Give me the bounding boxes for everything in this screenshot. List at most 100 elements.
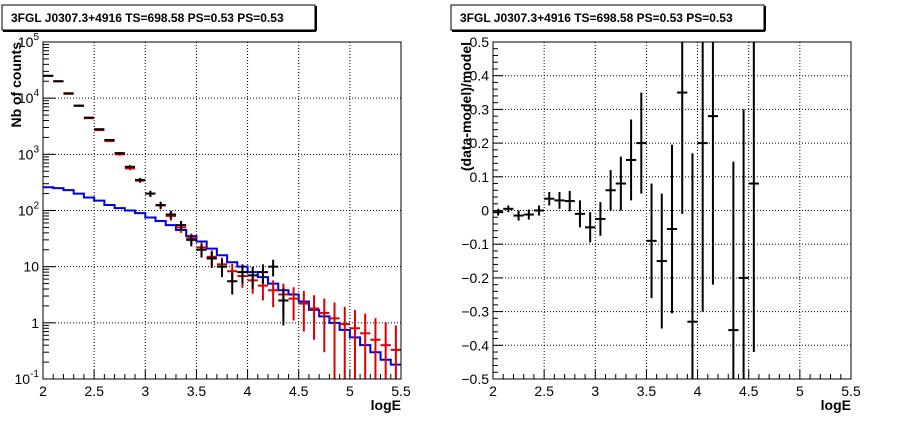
residual-title-box: 3FGL J0307.3+4916 TS=698.58 PS=0.53 PS=0… <box>450 4 766 32</box>
model-point <box>319 298 330 353</box>
model-point <box>339 306 350 379</box>
data-point <box>196 243 207 258</box>
residual-point <box>738 109 749 379</box>
series-background <box>43 186 401 366</box>
y-tick-label: 10 <box>23 259 39 275</box>
y-tick-label: −0.3 <box>461 304 489 320</box>
data-point <box>257 264 269 284</box>
background-step-line <box>43 186 401 366</box>
residual-chart-title: 3FGL J0307.3+4916 TS=698.58 PS=0.53 PS=0… <box>460 11 733 25</box>
y-tick-label: 0.5 <box>470 34 490 50</box>
y-tick-label: 102 <box>18 201 40 219</box>
residual-point <box>697 42 708 312</box>
counts-plot-frame <box>42 41 402 380</box>
residual-point <box>615 156 626 211</box>
residual-point <box>707 42 719 285</box>
data-point <box>227 272 238 295</box>
residual-point <box>544 191 555 206</box>
x-tick-label: 5 <box>346 383 354 399</box>
x-tick-label: 2 <box>39 383 47 399</box>
x-tick-label: 5.5 <box>841 383 861 399</box>
y-tick-label: 105 <box>18 32 40 50</box>
x-tick-label: 3.5 <box>187 383 207 399</box>
model-point <box>349 309 361 379</box>
residual-x-ticks: 2 2.5 3 3.5 4 4.5 5 5.5 <box>489 370 861 399</box>
data-point <box>73 104 84 107</box>
y-tick-label: 0.3 <box>470 101 490 117</box>
data-point <box>155 201 166 209</box>
residual-point <box>666 144 678 314</box>
residual-point <box>493 208 504 216</box>
model-point <box>329 302 340 379</box>
residual-point <box>574 200 586 228</box>
x-tick-label: 3 <box>141 383 149 399</box>
x-tick-label: 4 <box>244 383 252 399</box>
counts-y-axis-label: Nb of counts <box>8 42 24 128</box>
model-point <box>360 313 371 379</box>
model-point <box>370 318 381 379</box>
counts-chart-title: 3FGL J0307.3+4916 TS=698.58 PS=0.53 PS=0… <box>11 11 284 25</box>
residual-point <box>646 183 657 299</box>
y-tick-label: 0.4 <box>470 68 490 84</box>
residual-point <box>677 42 688 214</box>
residual-point <box>564 190 575 212</box>
data-point <box>114 151 125 155</box>
data-point <box>63 92 74 95</box>
residual-point <box>625 119 637 201</box>
y-tick-label: 1 <box>31 315 39 331</box>
counts-x-axis-label: logE <box>371 397 401 413</box>
data-point <box>94 128 105 131</box>
data-point <box>175 221 187 230</box>
data-point <box>53 80 64 83</box>
x-tick-label: 3.5 <box>637 383 657 399</box>
model-point <box>308 295 320 340</box>
data-point <box>247 266 258 290</box>
x-tick-label: 4.5 <box>739 383 759 399</box>
counts-panel: 3FGL J0307.3+4916 TS=698.58 PS=0.53 PS=0… <box>1 4 411 413</box>
residual-x-axis-label: logE <box>821 397 851 413</box>
data-point <box>135 177 146 183</box>
x-tick-label: 3 <box>591 383 599 399</box>
data-point <box>186 234 197 247</box>
data-point <box>237 264 248 284</box>
series-data <box>43 74 289 326</box>
y-tick-label: −0.5 <box>461 371 489 387</box>
counts-y-ticks: 10-1 1 10 102 103 104 105 <box>15 32 55 387</box>
residual-point <box>595 202 606 236</box>
data-point <box>278 288 289 326</box>
residual-series <box>493 42 759 379</box>
residual-point <box>636 92 647 194</box>
data-point <box>104 138 115 141</box>
y-tick-label: 0.2 <box>470 135 490 151</box>
model-point <box>380 322 391 379</box>
data-point <box>83 116 95 119</box>
x-tick-label: 4.5 <box>289 383 309 399</box>
residual-point <box>533 205 545 216</box>
counts-series <box>43 74 401 379</box>
y-tick-label: −0.4 <box>461 337 489 353</box>
model-point <box>390 325 401 379</box>
x-tick-label: 2 <box>489 383 497 399</box>
residual-point <box>656 193 667 329</box>
y-tick-label: −0.2 <box>461 270 489 286</box>
data-point <box>124 165 136 169</box>
x-tick-label: 5.5 <box>391 383 411 399</box>
data-point <box>165 210 176 219</box>
counts-x-ticks: 2 2.5 3 3.5 4 4.5 5 5.5 <box>39 370 411 399</box>
series-model <box>43 74 401 379</box>
data-point <box>206 251 217 268</box>
model-point <box>288 287 299 321</box>
counts-grid <box>43 42 401 379</box>
x-tick-label: 2.5 <box>534 383 554 399</box>
y-tick-label: 0 <box>481 203 489 219</box>
data-point <box>268 259 279 277</box>
residual-point <box>523 209 534 220</box>
model-point <box>298 290 309 332</box>
data-point <box>43 74 54 77</box>
residual-point <box>503 205 514 213</box>
x-tick-label: 4 <box>694 383 702 399</box>
residual-point <box>554 191 565 209</box>
y-tick-label: 104 <box>18 88 40 106</box>
x-tick-label: 5 <box>796 383 804 399</box>
